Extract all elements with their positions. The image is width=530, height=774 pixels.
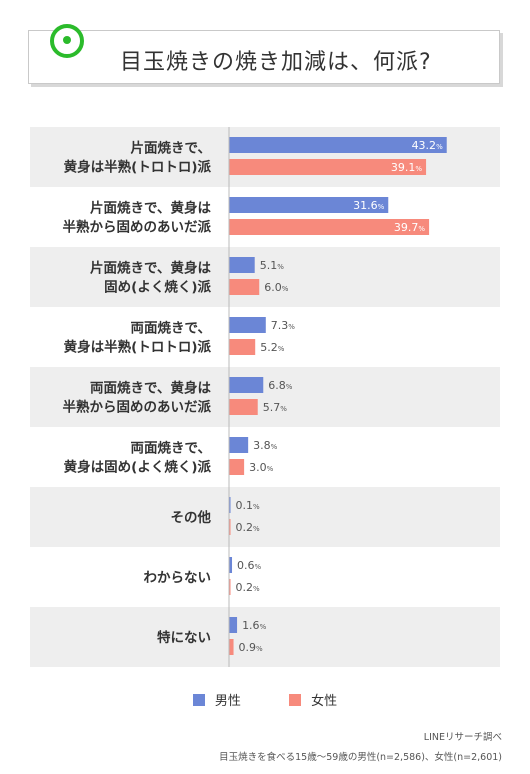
data-label: 7.3% (271, 319, 296, 332)
data-label: 3.0% (249, 461, 274, 474)
legend-label-female: 女性 (311, 694, 338, 709)
pupil-dot (63, 36, 71, 44)
bar-female (229, 579, 231, 595)
bar-male (229, 317, 266, 333)
row-band (30, 247, 500, 307)
data-label: 0.2% (236, 521, 261, 534)
legend-label-male: 男性 (214, 694, 241, 709)
data-label: 0.9% (239, 641, 264, 654)
bar-female (229, 219, 430, 235)
category-label: 両面焼きで、黄身は (90, 380, 211, 397)
category-label: わからない (144, 570, 212, 586)
data-label: 39.1% (391, 161, 423, 174)
category-label: 黄身は半熟(トロトロ)派 (64, 159, 212, 176)
category-label: 半熟から固めのあいだ派 (63, 399, 212, 416)
bar-male (229, 617, 238, 633)
row-band (30, 487, 500, 547)
bar-male (229, 197, 389, 213)
category-label: 片面焼きで、 (131, 140, 211, 157)
bar-female (229, 279, 260, 295)
source-line-1: LINEリサーチ調べ (423, 732, 502, 743)
row-band (30, 127, 500, 187)
data-label: 5.2% (260, 341, 285, 354)
bar-female (229, 339, 256, 355)
source-line-2: 目玉焼きを食べる15歳～59歳の男性(n=2,586)、女性(n=2,601) (219, 752, 502, 763)
bar-female (229, 639, 234, 655)
data-label: 31.6% (353, 199, 385, 212)
bar-male (229, 137, 447, 153)
source-note: LINEリサーチ調べ 目玉焼きを食べる15歳～59歳の男性(n=2,586)、女… (219, 728, 502, 768)
category-label: 黄身は半熟(トロトロ)派 (64, 339, 212, 356)
bar-male (229, 257, 255, 273)
category-label: 片面焼きで、黄身は (90, 260, 211, 277)
category-label: 特にない (157, 629, 211, 646)
chart-svg: 片面焼きで、黄身は半熟(トロトロ)派43.2%39.1%片面焼きで、黄身は半熟か… (30, 127, 500, 667)
bar-male (229, 377, 264, 393)
data-label: 5.1% (260, 259, 285, 272)
bar-female (229, 159, 427, 175)
data-label: 5.7% (263, 401, 288, 414)
legend-item-male: 男性 (192, 690, 241, 709)
data-label: 0.2% (236, 581, 261, 594)
data-label: 0.6% (237, 559, 261, 572)
category-label: その他 (171, 509, 212, 526)
bar-female (229, 459, 245, 475)
bar-male (229, 557, 233, 573)
category-label: 片面焼きで、黄身は (90, 200, 211, 217)
legend-swatch-male (192, 694, 205, 706)
data-label: 43.2% (412, 139, 444, 152)
row-band (30, 367, 500, 427)
data-label: 6.8% (268, 379, 293, 392)
bar-male (229, 437, 249, 453)
title-box (28, 30, 500, 84)
bar-female (229, 399, 258, 415)
bar-female (229, 519, 231, 535)
category-label: 固め(よく焼く)派 (104, 279, 211, 296)
category-label: 半熟から固めのあいだ派 (63, 219, 212, 236)
legend: 男性 女性 (0, 690, 530, 709)
row-band (30, 607, 500, 667)
legend-swatch-female (289, 694, 302, 706)
data-label: 3.8% (253, 439, 277, 452)
category-label: 両面焼きで、 (131, 440, 211, 457)
category-label: 両面焼きで、 (131, 320, 211, 337)
legend-item-female: 女性 (289, 690, 337, 709)
data-label: 39.7% (394, 221, 426, 234)
data-label: 1.6% (242, 619, 267, 632)
data-label: 0.1% (236, 499, 261, 512)
bar-male (229, 497, 231, 513)
category-label: 黄身は固め(よく焼く)派 (64, 459, 212, 476)
data-label: 6.0% (264, 281, 289, 294)
chart-title: 目玉焼きの焼き加減は、何派? (120, 50, 432, 75)
eye-icon (50, 24, 84, 58)
